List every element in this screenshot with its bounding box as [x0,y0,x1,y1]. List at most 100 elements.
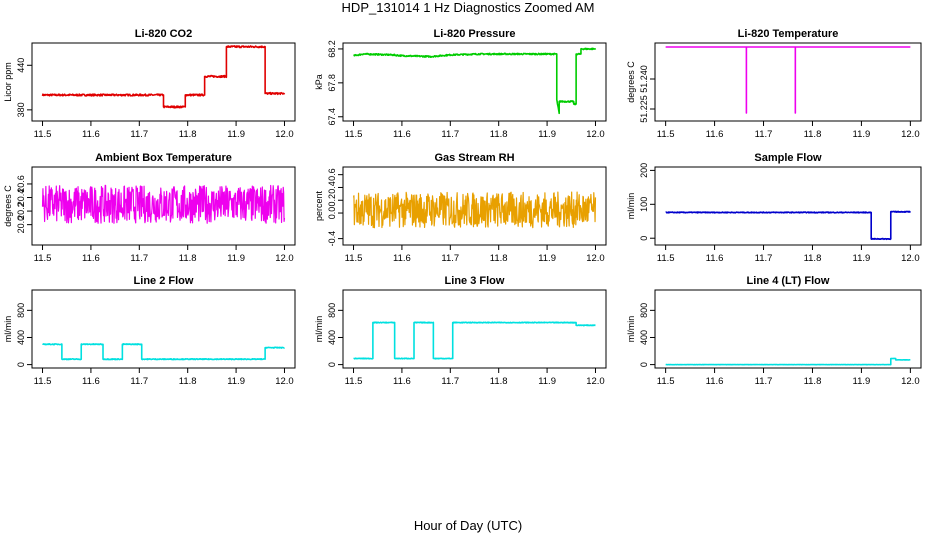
x-tick-label: 11.5 [657,376,675,387]
x-tick-label: 11.6 [82,129,100,140]
x-tick-label: 12.0 [275,253,294,264]
y-tick-label: 0.0 [327,207,337,220]
y-tick-label: 20.4 [16,189,26,207]
y-tick-label: 400 [327,330,337,345]
x-tick-label: 11.8 [179,129,197,140]
x-tick-label: 11.5 [657,253,675,264]
y-tick-label: 100 [639,197,649,212]
x-tick-label: 11.9 [853,376,871,387]
figure-title: HDP_131014 1 Hz Diagnostics Zoomed AM [341,0,595,15]
x-tick-label: 11.6 [82,253,100,264]
y-tick-label: 400 [16,330,26,345]
chart-title: Li-820 CO2 [135,28,192,40]
x-tick-label: 11.5 [345,376,363,387]
y-axis-label: ml/min [3,316,13,343]
x-tick-label: 11.9 [853,253,871,264]
x-tick-label: 11.6 [393,376,411,387]
x-tick-label: 12.0 [901,253,920,264]
x-tick-label: 11.8 [490,376,508,387]
x-tick-label: 11.5 [657,129,675,140]
x-tick-label: 12.0 [275,129,294,140]
x-tick-label: 11.6 [393,253,411,264]
plot-frame [654,289,922,369]
x-tick-label: 11.7 [441,376,459,387]
x-tick-label: 12.0 [586,129,605,140]
y-tick-label: 440 [16,58,26,73]
y-axis-label: ml/min [314,316,324,343]
x-tick-label: 11.5 [34,129,52,140]
x-tick-label: 11.8 [179,376,197,387]
x-tick-label: 11.7 [441,253,459,264]
chart-panel: Gas Stream RH percent 11.5 11.6 11.7 11.8 11.9… [314,152,607,264]
chart-title: Ambient Box Temperature [95,152,232,164]
plot-frame [654,166,922,246]
x-tick-label: 11.6 [706,376,724,387]
plot-frame [654,42,922,122]
y-tick-label: 380 [16,102,26,117]
x-tick-label: 11.5 [345,253,363,264]
y-tick-label: 400 [639,330,649,345]
chart-title: Li-820 Temperature [738,28,839,40]
x-tick-label: 12.0 [586,253,605,264]
y-tick-label: 20.2 [16,202,26,220]
chart-title: Sample Flow [754,152,822,164]
plot-frame [342,42,607,122]
chart-title: Line 4 (LT) Flow [747,275,830,287]
x-tick-label: 11.9 [227,253,245,264]
x-tick-label: 11.9 [538,129,556,140]
chart-panel: Li-820 CO2 Licor ppm 11.5 11.6 11.7 11.8 11.9 1… [3,28,296,140]
x-tick-label: 11.9 [538,376,556,387]
x-tick-label: 11.8 [490,129,508,140]
x-tick-label: 11.5 [34,253,52,264]
x-tick-label: 11.7 [130,129,148,140]
y-tick-label: 800 [327,303,337,318]
x-tick-label: 11.9 [538,253,556,264]
chart-title: Line 2 Flow [134,275,194,287]
chart-panel: Ambient Box Temperature degrees C 11.5 11.6… [3,152,296,264]
series-line [353,47,597,115]
y-tick-label: 0.6 [327,168,337,181]
series-line [41,184,286,224]
chart-panel: Li-820 Pressure kPa 11.5 11.6 11.7 11.8 11.9 12… [314,28,607,140]
y-tick-label: 0 [327,362,337,367]
y-tick-label: 20.6 [16,175,26,193]
y-tick-label: 20.0 [16,216,26,234]
plot-frame [342,289,607,369]
x-tick-label: 11.6 [82,376,100,387]
chart-title: Li-820 Pressure [434,28,516,40]
chart-panel: Line 2 Flow ml/min 11.5 11.6 11.7 11.8 11.9 12.… [3,275,296,387]
y-axis-label: Licor ppm [3,62,13,102]
x-tick-label: 12.0 [586,376,605,387]
x-tick-label: 11.7 [755,253,773,264]
x-tick-label: 11.8 [804,253,822,264]
y-axis-label: degrees C [3,185,13,227]
chart-title: Gas Stream RH [434,152,514,164]
x-tick-label: 11.7 [441,129,459,140]
x-tick-label: 11.5 [345,129,363,140]
plot-frame [342,166,607,246]
chart-title: Line 3 Flow [445,275,505,287]
plot-frame [31,42,296,122]
y-tick-label: -0.4 [327,231,337,247]
chart-panel: Li-820 Temperature degrees C 11.5 11.6 11.7 1… [626,28,922,140]
series-line [352,191,597,229]
x-tick-label: 11.7 [755,376,773,387]
x-tick-label: 11.6 [706,129,724,140]
series-line [665,210,911,241]
figure-xlabel: Hour of Day (UTC) [413,518,523,533]
x-tick-label: 11.6 [706,253,724,264]
chart-panel: Line 3 Flow ml/min 11.5 11.6 11.7 11.8 11.9 12.… [314,275,607,387]
y-axis-label: ml/min [626,193,636,220]
x-tick-label: 11.7 [755,129,773,140]
y-tick-label: 51.240 [639,65,649,93]
series-line [353,321,596,360]
plot-frame [31,166,296,246]
y-tick-label: 0.4 [327,181,337,194]
series-line [665,46,911,114]
y-tick-label: 0 [639,236,649,241]
y-tick-label: 68.2 [327,40,337,58]
y-tick-label: 67.4 [327,108,337,126]
y-tick-label: 800 [639,303,649,318]
x-tick-label: 11.8 [490,253,508,264]
